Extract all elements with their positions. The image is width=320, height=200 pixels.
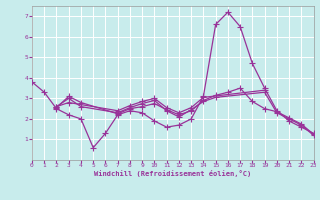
X-axis label: Windchill (Refroidissement éolien,°C): Windchill (Refroidissement éolien,°C) (94, 170, 252, 177)
